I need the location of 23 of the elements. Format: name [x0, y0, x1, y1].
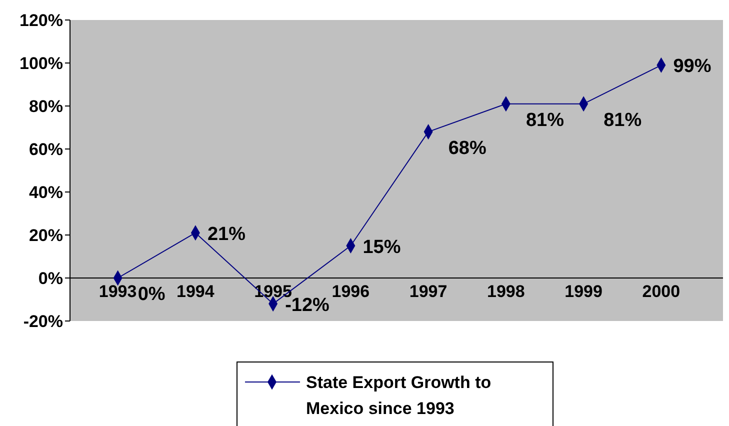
y-tick-label: 60%: [28, 140, 63, 159]
y-tick-label: 100%: [20, 54, 63, 73]
data-label: 81%: [526, 110, 564, 131]
data-label: 68%: [448, 138, 486, 159]
y-tick-label: 120%: [20, 11, 63, 30]
data-label: 81%: [604, 110, 642, 131]
x-tick-label: 1996: [332, 282, 370, 301]
data-label: 99%: [673, 56, 712, 78]
y-tick-label: 80%: [28, 97, 63, 116]
data-label: 15%: [362, 236, 401, 258]
x-tick-label: 1998: [487, 282, 525, 301]
data-label: 0%: [138, 284, 166, 305]
legend-label: State Export Growth to Mexico since 1993: [306, 373, 492, 418]
y-tick-label: 0%: [38, 269, 63, 288]
x-tick-label: 1997: [409, 282, 448, 301]
y-tick-label: 40%: [28, 183, 63, 202]
x-tick-label: 1999: [564, 282, 602, 301]
y-tick-label: 20%: [28, 226, 63, 245]
y-tick-label: -20%: [23, 312, 63, 331]
data-label: 21%: [207, 224, 246, 245]
x-tick-label: 2000: [642, 282, 680, 301]
x-tick-label: 1994: [176, 282, 215, 301]
x-tick-label: 1993: [98, 282, 137, 301]
